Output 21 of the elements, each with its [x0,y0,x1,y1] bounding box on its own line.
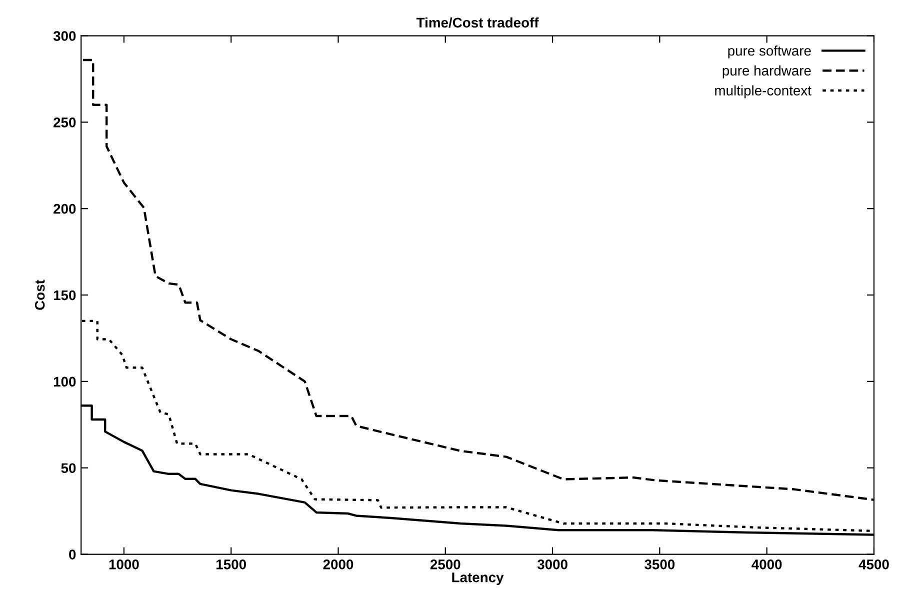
legend-label: pure software [728,45,811,58]
x-tick-label: 4500 [858,560,889,570]
x-tick-label: 1500 [216,560,246,570]
x-axis-title: Latency [452,572,504,586]
x-tick-label: 3500 [644,560,675,570]
x-tick-label: 1000 [109,560,139,570]
x-tick-label: 2500 [430,560,460,570]
y-tick-label: 200 [54,204,76,214]
y-tick-label: 300 [53,31,76,41]
y-tick-label: 100 [54,376,76,387]
x-tick-label: 2000 [323,560,354,570]
y-tick-label: 0 [69,550,76,560]
y-tick-label: 250 [54,118,76,128]
legend-label: pure hardware [722,65,811,78]
y-tick-label: 150 [54,290,76,300]
x-tick-label: 3000 [537,560,568,570]
legend-label: multiple-context [715,85,812,98]
y-axis-title: Cost [34,280,45,310]
chart-title: Time/Cost tradeoff [416,17,539,28]
y-tick-label: 50 [61,463,76,474]
x-tick-label: 4000 [752,560,782,570]
